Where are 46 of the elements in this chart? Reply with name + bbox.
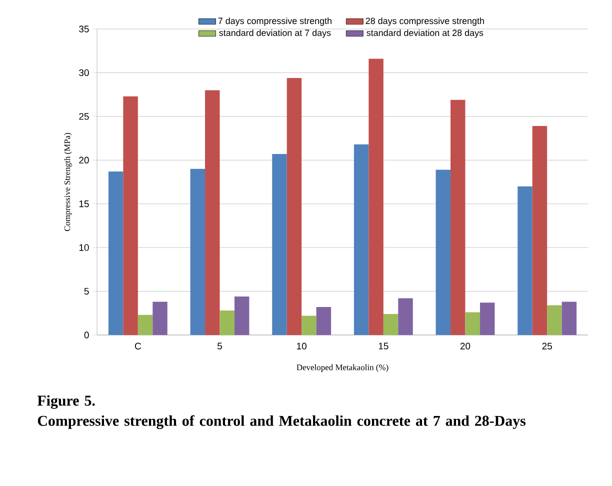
bar bbox=[123, 96, 138, 335]
bar bbox=[547, 305, 562, 335]
bar bbox=[354, 144, 369, 335]
text: Compressive strength of control and Metakaolin concrete at 7 and 28-Days bbox=[38, 415, 526, 430]
bar bbox=[138, 314, 153, 335]
y-tick-label: 10 bbox=[79, 244, 89, 251]
bar bbox=[190, 168, 206, 335]
bar bbox=[532, 126, 548, 335]
x-tick-label: 10 bbox=[297, 342, 306, 350]
x-tick-label: 5 bbox=[217, 342, 222, 350]
bar bbox=[316, 307, 332, 335]
y-tick-label: 35 bbox=[79, 26, 89, 32]
bar bbox=[286, 78, 302, 335]
bar bbox=[436, 170, 451, 335]
caption: Figure 5. bbox=[37, 395, 95, 409]
bar bbox=[108, 172, 124, 335]
bar bbox=[383, 314, 398, 335]
bar bbox=[205, 90, 220, 335]
bar bbox=[302, 316, 316, 335]
bar bbox=[480, 302, 495, 335]
bar bbox=[220, 310, 234, 335]
bar bbox=[234, 296, 250, 335]
bar bbox=[562, 302, 577, 335]
x-axis-title: Developed Metakaolin (%) bbox=[296, 364, 388, 372]
x-tick-label: 15 bbox=[378, 342, 388, 350]
x-tick-label: C bbox=[134, 342, 141, 350]
y-tick-label: 0 bbox=[84, 332, 89, 338]
y-tick-label: 30 bbox=[79, 69, 89, 76]
y-tick-label: 15 bbox=[79, 200, 89, 208]
y-axis-title: Compressive Strength (MPa) bbox=[64, 132, 72, 232]
x-tick-label: 25 bbox=[542, 342, 552, 350]
bar bbox=[518, 186, 532, 335]
legend-label: standard deviation at 7 days bbox=[219, 29, 331, 38]
y-tick-label: 5 bbox=[84, 288, 89, 295]
y-tick-label: 20 bbox=[79, 156, 89, 164]
bar bbox=[398, 298, 413, 335]
bar bbox=[272, 154, 287, 335]
legend-label: 28 days compressive strength bbox=[366, 17, 484, 26]
legend-label: 7 days compressive strength bbox=[218, 17, 332, 26]
y-tick-label: 25 bbox=[79, 113, 89, 120]
x-tick-label: 20 bbox=[460, 342, 470, 350]
legend-label: standard deviation at 28 days bbox=[366, 29, 484, 38]
bar bbox=[152, 302, 168, 335]
bar bbox=[368, 58, 384, 335]
bar bbox=[450, 100, 466, 335]
bar bbox=[465, 312, 480, 335]
